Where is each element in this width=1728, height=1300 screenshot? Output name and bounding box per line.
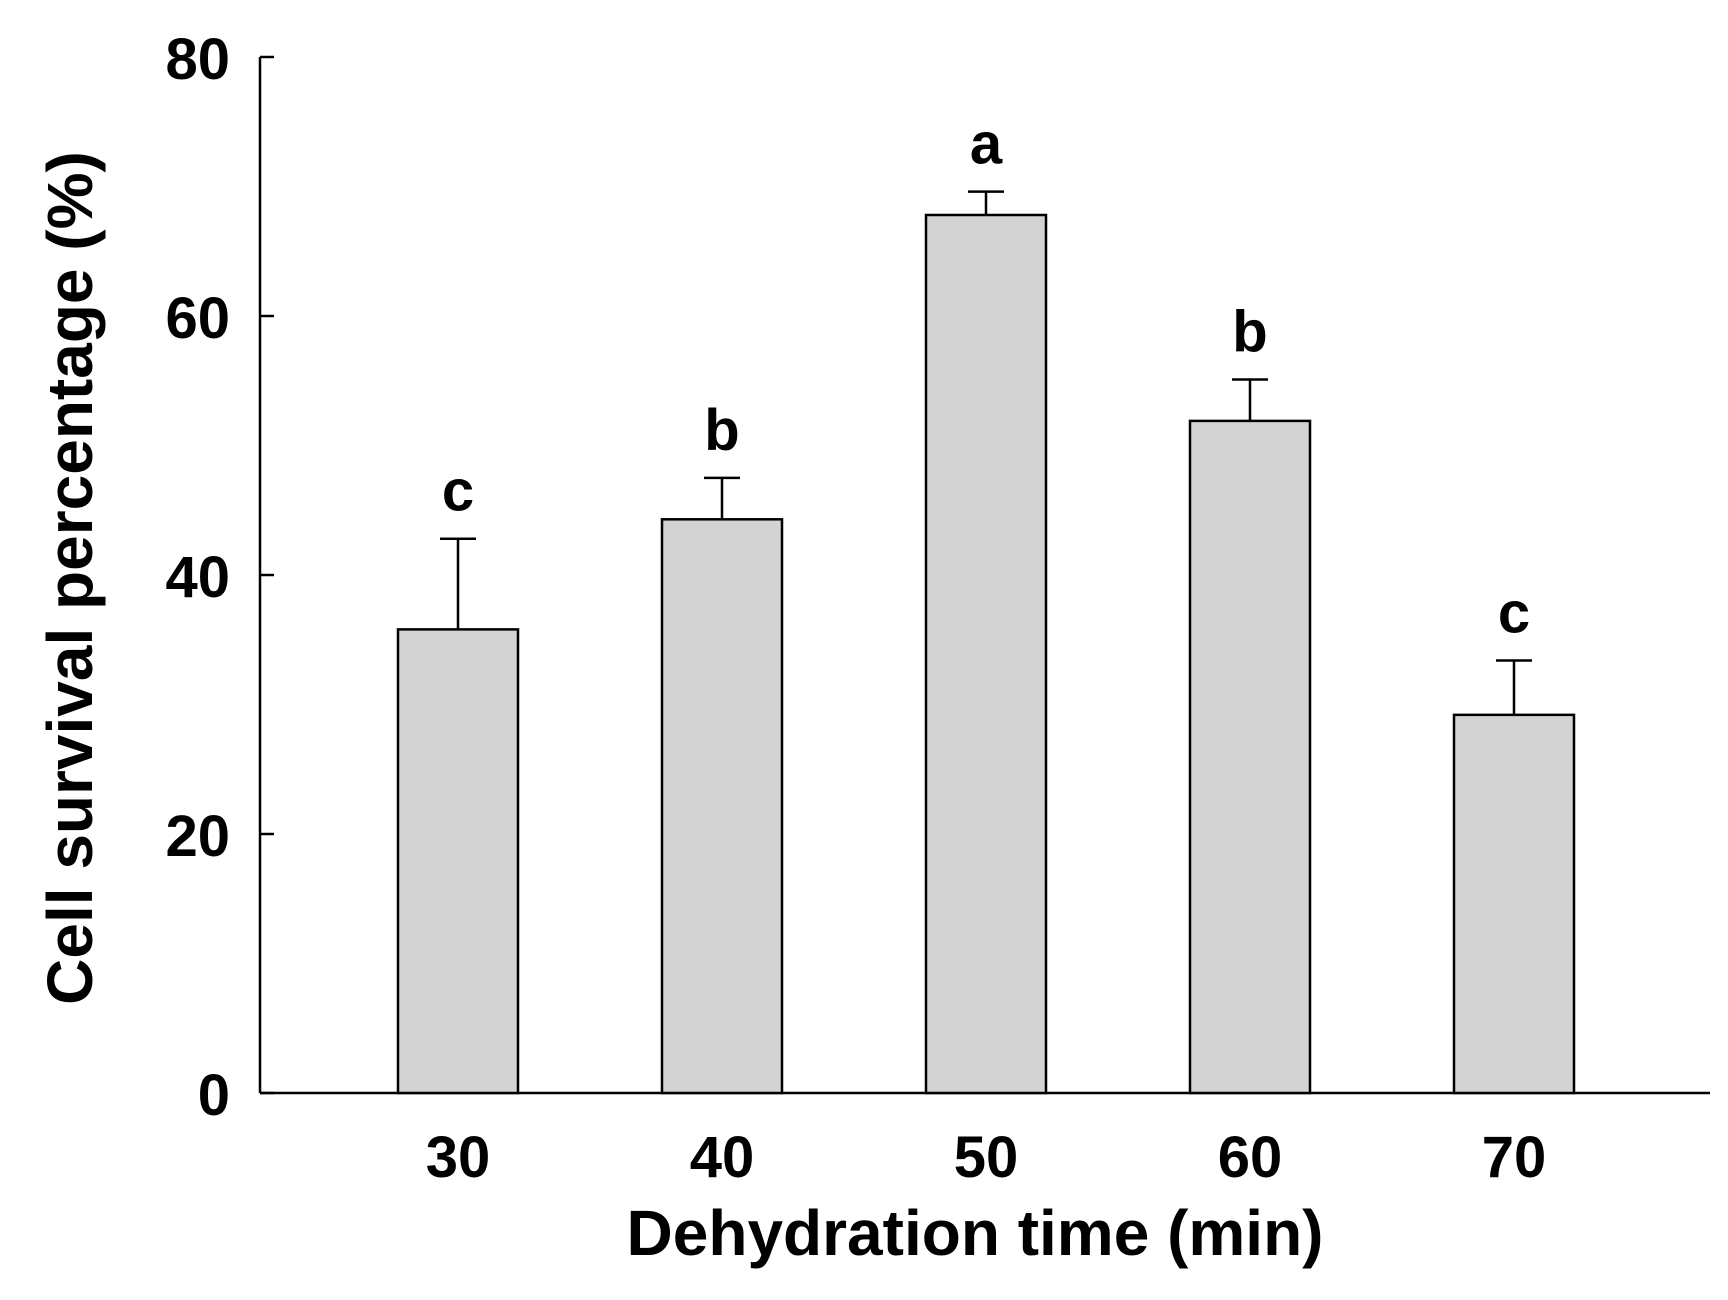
significance-letter-60: b: [1232, 299, 1267, 364]
error-bars: [440, 190, 1532, 715]
bar-70: [1452, 713, 1576, 1095]
x-tick-label-30: 30: [426, 1125, 491, 1190]
significance-letter-30: c: [442, 459, 474, 524]
y-tick-label: 80: [165, 27, 230, 92]
y-tick-label: 20: [165, 804, 230, 869]
bar-60: [1188, 419, 1312, 1095]
y-tick-label: 0: [198, 1063, 230, 1128]
bar-30: [396, 628, 520, 1095]
x-tick-label-50: 50: [954, 1125, 1019, 1190]
y-axis-label: Cell survival percentage (%): [34, 151, 106, 1005]
x-tick-label-40: 40: [690, 1125, 755, 1190]
y-tick-label: 40: [165, 545, 230, 610]
x-tick-label-70: 70: [1482, 1125, 1547, 1190]
x-tick-label-60: 60: [1218, 1125, 1283, 1190]
significance-letter-70: c: [1498, 580, 1530, 645]
bar-40: [660, 518, 784, 1095]
significance-letter-50: a: [970, 112, 1003, 177]
y-tick-label: 60: [165, 286, 230, 351]
significance-letters: c b a b c: [442, 112, 1530, 646]
y-axis-ticks: 0 20 40 60 80: [165, 27, 274, 1128]
bars: [396, 213, 1576, 1095]
bar-50: [924, 213, 1048, 1095]
x-axis-label: Dehydration time (min): [627, 1197, 1324, 1269]
x-axis-ticks: 30 40 50 60 70: [426, 1125, 1547, 1190]
significance-letter-40: b: [704, 398, 739, 463]
